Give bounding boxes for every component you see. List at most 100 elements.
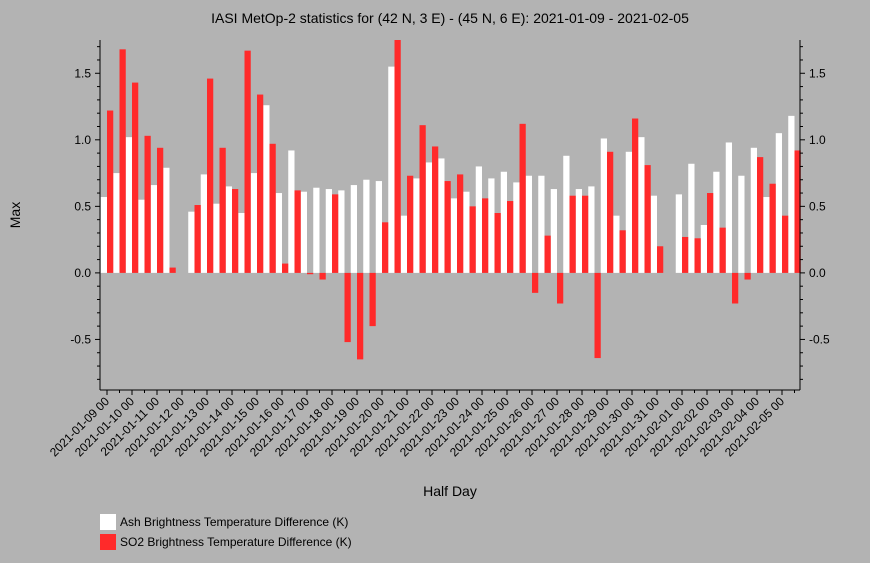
ash-bar-15: [288, 150, 295, 273]
ash-bar-42: [625, 151, 632, 273]
ash-bar-31: [488, 178, 495, 273]
plot-area: -0.5 -0.50.0 0.00.5 0.51.0 1.01.5 1.52021-01-…: [47, 40, 830, 459]
so2-bar-55: [794, 150, 801, 273]
so2-bar-22: [382, 222, 389, 273]
so2-bar-50: [732, 272, 739, 304]
so2-bar-13: [269, 143, 276, 273]
ash-bar-32: [500, 171, 507, 273]
ash-bar-33: [513, 182, 520, 273]
y-tick-label-left: 0.5: [74, 199, 91, 213]
so2-bar-20: [357, 272, 364, 360]
ash-bar-49: [713, 171, 720, 273]
ash-bar-29: [463, 191, 470, 273]
y-tick-label-right: 1.0: [809, 133, 826, 147]
y-tick-label-right: 0.0: [809, 266, 826, 280]
ash-bar-53: [763, 197, 770, 273]
y-tick-label-left: 1.5: [74, 66, 91, 80]
so2-bar-1: [119, 49, 126, 273]
ash-bar-26: [425, 162, 432, 273]
y-tick-label-right: 1.5: [809, 66, 826, 80]
chart-title: IASI MetOp-2 statistics for (42 N, 3 E) …: [211, 10, 689, 26]
ash-bar-41: [613, 215, 620, 273]
ash-bar-4: [150, 185, 157, 273]
so2-bar-2: [132, 82, 139, 273]
legend-swatch-so2: [100, 534, 116, 550]
ash-bar-8: [200, 174, 207, 273]
so2-bar-43: [644, 165, 651, 273]
y-axis-label: Max: [7, 202, 23, 228]
so2-bar-47: [694, 238, 701, 273]
so2-bar-40: [607, 151, 614, 273]
so2-bar-49: [719, 227, 726, 273]
so2-bar-19: [344, 272, 351, 343]
ash-bar-7: [188, 211, 195, 273]
legend-swatch-ash: [100, 514, 116, 530]
ash-bar-17: [313, 187, 320, 273]
ash-bar-19: [338, 190, 345, 273]
so2-bar-18: [332, 194, 339, 273]
ash-bar-55: [788, 115, 795, 273]
so2-bar-15: [294, 190, 301, 273]
so2-bar-11: [244, 50, 251, 273]
so2-bar-53: [769, 183, 776, 273]
y-tick-label-left: 1.0: [74, 133, 91, 147]
ash-bar-30: [475, 166, 482, 273]
ash-bar-48: [700, 224, 707, 273]
so2-bar-39: [594, 272, 601, 359]
ash-bar-44: [650, 195, 657, 273]
ash-bar-27: [438, 158, 445, 273]
so2-bar-12: [257, 94, 264, 273]
so2-bar-41: [619, 230, 626, 273]
so2-bar-3: [144, 135, 151, 273]
ash-bar-47: [688, 163, 695, 273]
ash-bar-18: [325, 189, 332, 273]
so2-bar-7: [194, 205, 201, 273]
ash-bar-5: [163, 167, 170, 273]
ash-bar-11: [238, 213, 245, 273]
so2-bar-5: [169, 267, 176, 273]
ash-bar-16: [300, 191, 307, 273]
ash-bar-37: [563, 155, 570, 273]
ash-bar-22: [375, 181, 382, 273]
ash-bar-13: [263, 105, 270, 273]
so2-bar-32: [507, 201, 514, 273]
so2-bar-0: [107, 110, 114, 273]
ash-bar-34: [525, 175, 532, 273]
so2-bar-35: [544, 235, 551, 273]
so2-bar-44: [657, 246, 664, 273]
legend-label-ash: Ash Brightness Temperature Difference (K…: [120, 515, 349, 529]
ash-bar-23: [388, 66, 395, 273]
so2-bar-29: [469, 206, 476, 273]
so2-bar-30: [482, 198, 489, 273]
y-tick-label-left: -0.5: [70, 332, 91, 346]
so2-bar-17: [319, 272, 326, 280]
so2-bar-52: [757, 157, 764, 273]
ash-bar-12: [250, 173, 257, 273]
so2-bar-37: [569, 195, 576, 273]
ash-bar-1: [113, 173, 120, 273]
ash-bar-0: [100, 197, 107, 273]
so2-bar-51: [744, 272, 751, 280]
so2-bar-9: [219, 147, 226, 273]
y-tick-label-right: 0.5: [809, 199, 826, 213]
so2-bar-31: [494, 213, 501, 273]
so2-bar-34: [532, 272, 539, 293]
so2-bar-21: [369, 272, 376, 327]
so2-bar-24: [407, 175, 414, 273]
ash-bar-3: [138, 199, 145, 273]
y-tick-label-left: 0.0: [74, 266, 91, 280]
so2-bar-28: [457, 174, 464, 273]
ash-bar-9: [213, 203, 220, 273]
so2-bar-16: [307, 272, 314, 275]
ash-bar-35: [538, 175, 545, 273]
ash-bar-14: [275, 193, 282, 273]
legend-item-so2: SO2 Brightness Temperature Difference (K…: [100, 532, 352, 552]
ash-bar-54: [775, 133, 782, 273]
ash-bar-20: [350, 185, 357, 273]
so2-bar-26: [432, 146, 439, 273]
so2-bar-48: [707, 193, 714, 273]
ash-bar-38: [575, 189, 582, 273]
ash-bar-46: [675, 194, 682, 273]
ash-bar-51: [738, 175, 745, 273]
